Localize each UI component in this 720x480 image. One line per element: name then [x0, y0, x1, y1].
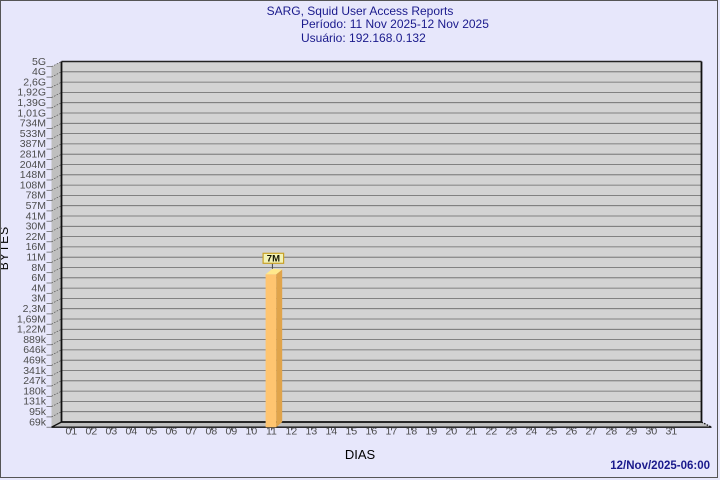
svg-text:11: 11	[266, 426, 277, 438]
svg-text:14: 14	[326, 426, 338, 438]
svg-text:7M: 7M	[267, 254, 280, 265]
svg-text:02: 02	[86, 426, 98, 438]
svg-text:26: 26	[566, 426, 578, 438]
svg-text:25: 25	[546, 426, 558, 438]
svg-text:01: 01	[66, 426, 78, 438]
svg-text:17: 17	[386, 426, 398, 438]
svg-text:03: 03	[106, 426, 118, 438]
svg-text:19: 19	[426, 426, 438, 438]
svg-text:31: 31	[666, 426, 678, 438]
svg-text:15: 15	[346, 426, 358, 438]
svg-text:18: 18	[406, 426, 418, 438]
svg-text:16: 16	[366, 426, 378, 438]
svg-text:06: 06	[166, 426, 178, 438]
svg-text:28: 28	[606, 426, 618, 438]
svg-text:24: 24	[526, 426, 538, 438]
svg-text:09: 09	[226, 426, 238, 438]
svg-text:23: 23	[506, 426, 518, 438]
svg-text:21: 21	[466, 426, 478, 438]
svg-text:69k: 69k	[29, 416, 47, 428]
svg-text:12: 12	[286, 426, 298, 438]
svg-text:13: 13	[306, 426, 318, 438]
svg-text:29: 29	[626, 426, 638, 438]
svg-text:30: 30	[646, 426, 658, 438]
svg-text:27: 27	[586, 426, 598, 438]
svg-text:07: 07	[186, 426, 198, 438]
svg-text:20: 20	[446, 426, 458, 438]
svg-text:04: 04	[126, 426, 138, 438]
svg-text:10: 10	[246, 426, 258, 438]
svg-text:05: 05	[146, 426, 158, 438]
svg-text:22: 22	[486, 426, 498, 438]
svg-text:08: 08	[206, 426, 218, 438]
